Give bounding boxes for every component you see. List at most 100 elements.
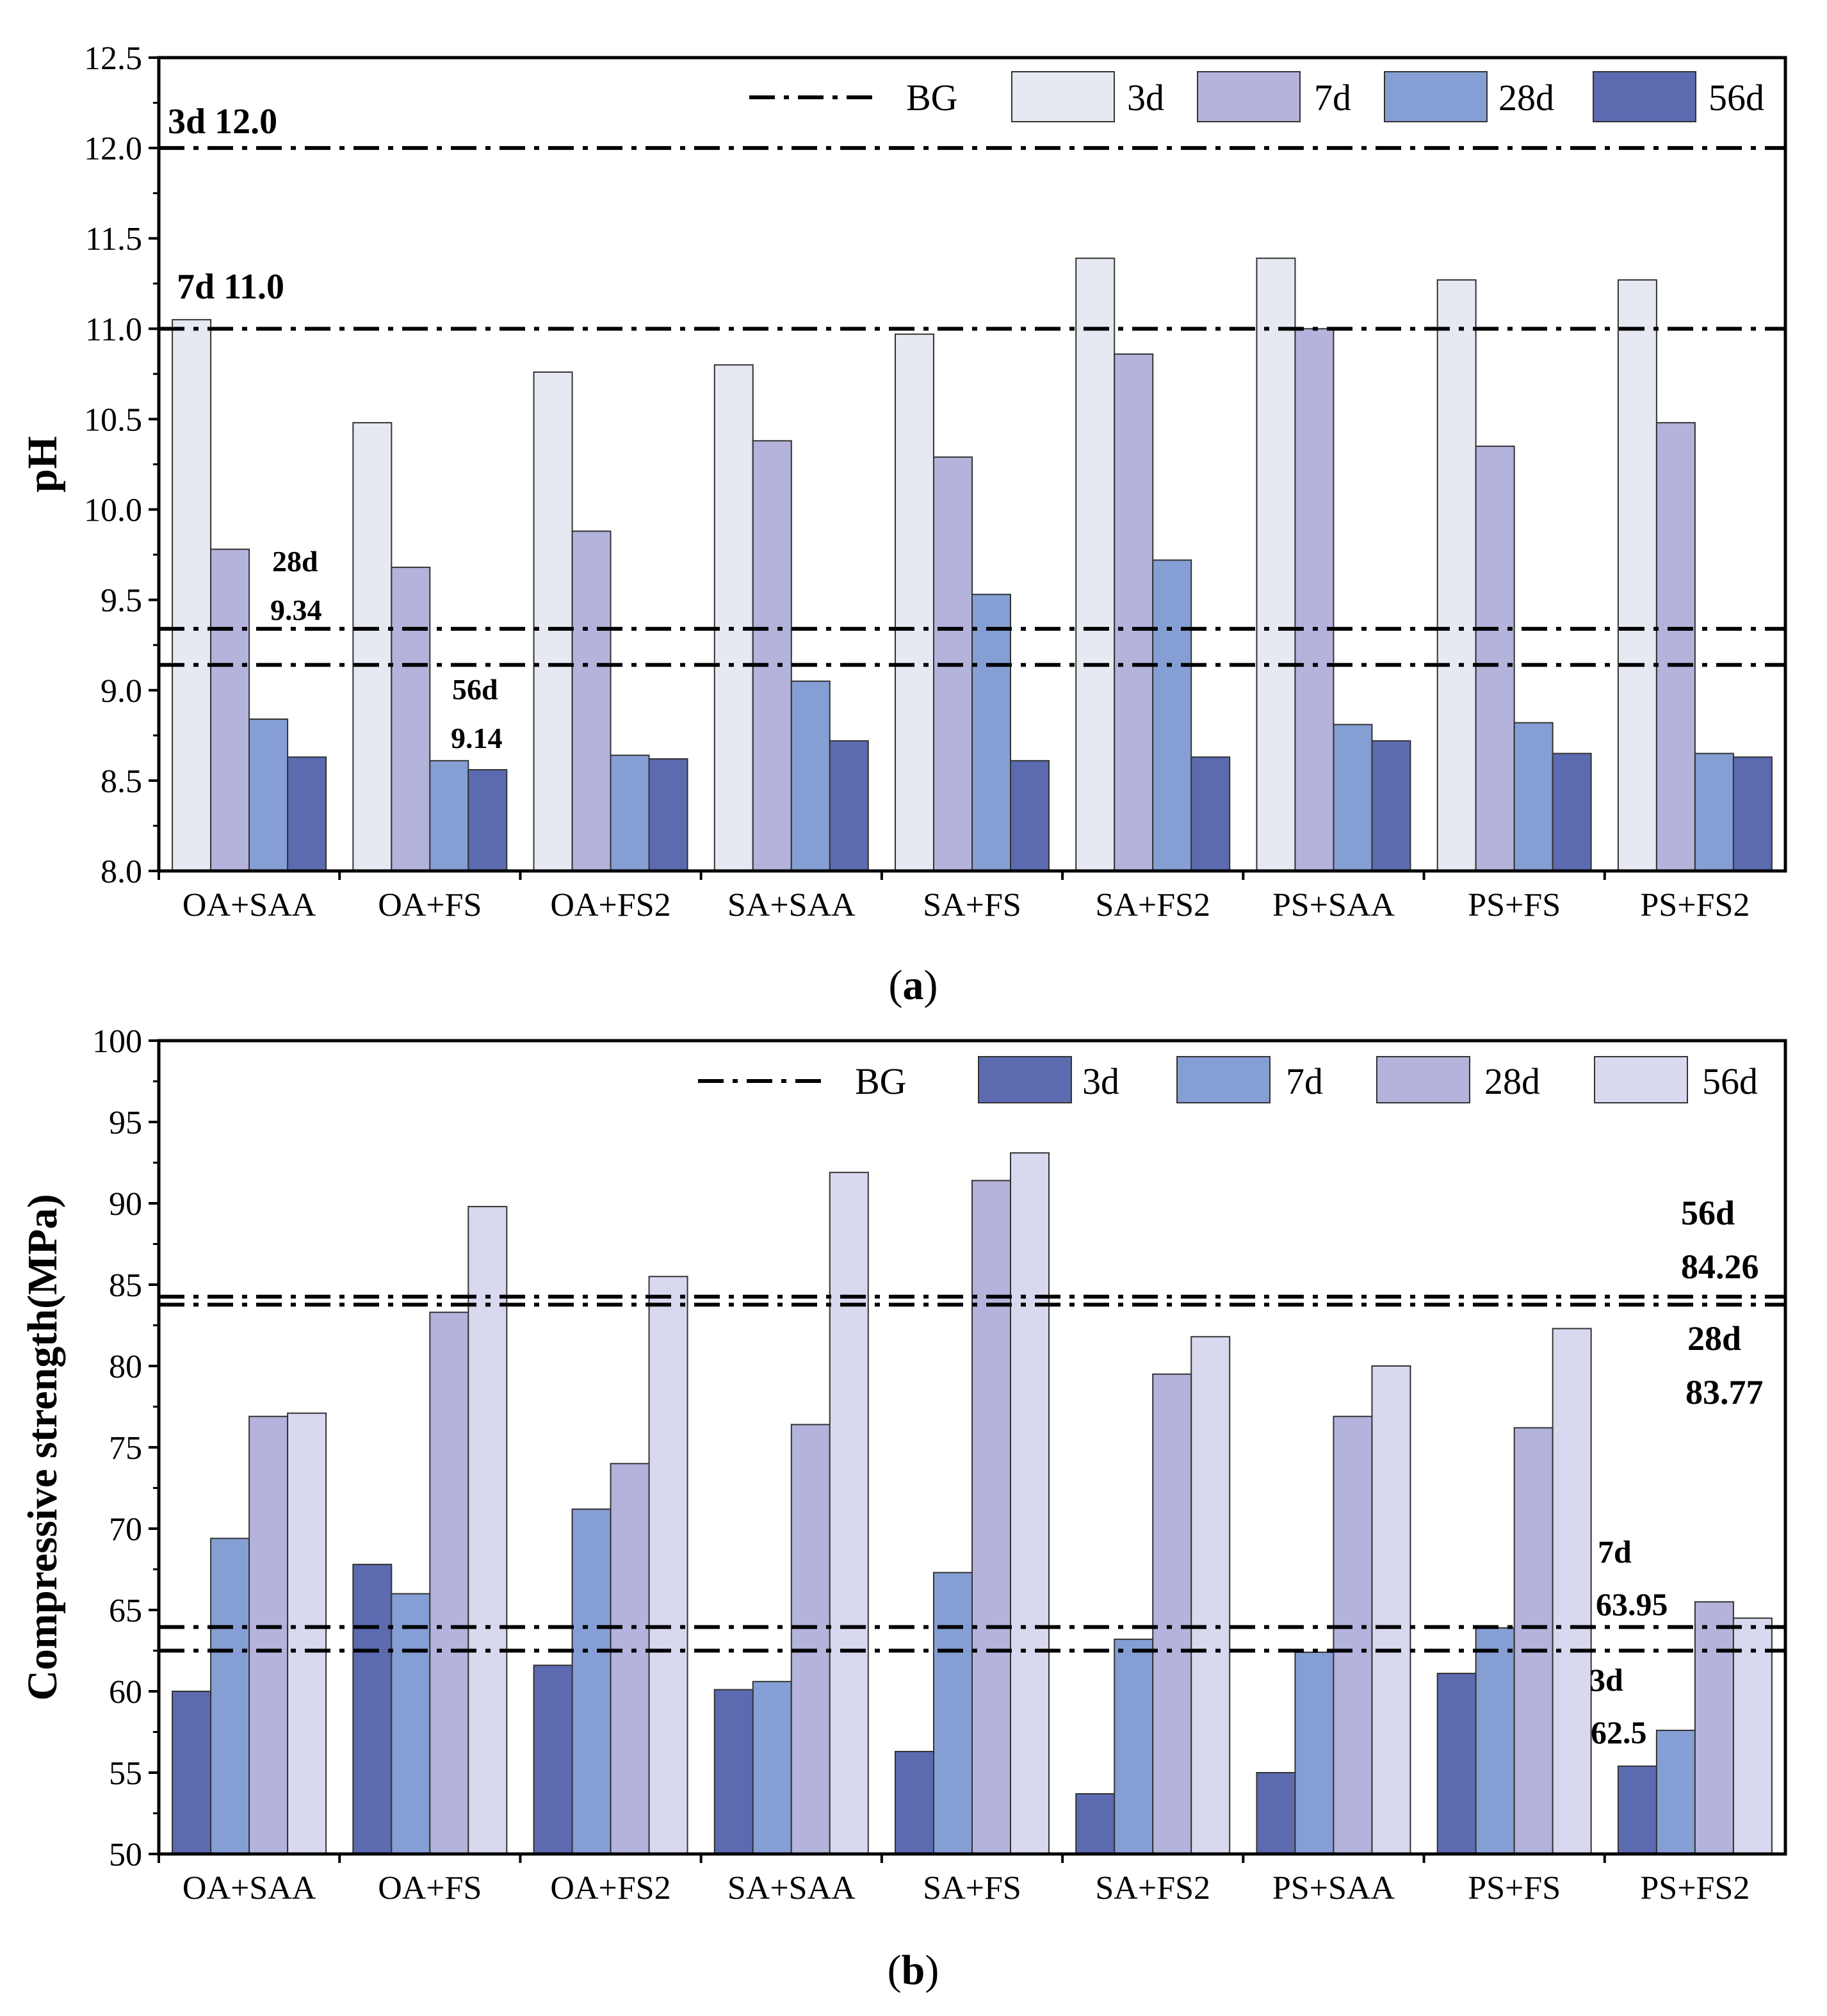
bar-3d-sa-fs: [895, 1750, 934, 1855]
y-tick-label: 12.5: [84, 40, 142, 77]
bar-3d-oa-saa: [172, 319, 212, 872]
bar-3d-ps-fs: [1436, 279, 1477, 872]
bar-56d-oa-fs: [467, 1206, 508, 1855]
legend-label-56d: 56d: [1709, 77, 1764, 118]
bar-3d-oa-fs2: [533, 1664, 573, 1855]
bar-3d-ps-fs2: [1617, 1765, 1657, 1855]
panel-b-x-axis: OA+SAA OA+FS OA+FS2 SA+SAA SA+FS SA+FS2 PS+SAA…: [158, 1854, 1750, 1906]
bar-7d-oa-fs: [391, 566, 431, 872]
bar-28d-oa-fs: [429, 760, 469, 872]
bar-7d-sa-saa: [752, 440, 792, 872]
legend-label-56d: 56d: [1702, 1061, 1758, 1102]
bar-7d-ps-fs: [1475, 1627, 1515, 1855]
legend-swatch-28d: [1376, 1056, 1470, 1103]
bar-56d-oa-saa: [287, 1412, 327, 1855]
bar-56d-oa-fs: [467, 768, 508, 872]
x-tick-label: PS+FS: [1468, 887, 1561, 923]
bar-56d-oa-fs2: [648, 758, 688, 872]
bar-3d-ps-fs: [1436, 1673, 1477, 1855]
bar-7d-sa-fs2: [1114, 1638, 1154, 1855]
bar-28d-oa-fs2: [610, 754, 650, 872]
y-tick-label: 11.5: [85, 221, 142, 257]
legend-swatch-56d: [1593, 71, 1696, 122]
bar-28d-oa-saa: [248, 1415, 289, 1855]
y-tick-label: 75: [109, 1430, 142, 1467]
x-tick-label: PS+FS2: [1640, 887, 1750, 923]
bar-3d-sa-saa: [713, 1689, 754, 1855]
y-tick-label: 60: [109, 1674, 142, 1711]
x-tick-label: SA+SAA: [727, 1870, 856, 1906]
panel-a-label: (a): [889, 962, 938, 1009]
annotation-3d-label: 3d: [1589, 1662, 1623, 1698]
bar-56d-ps-fs: [1552, 1328, 1592, 1855]
annotation-56d-label: 56d: [452, 673, 498, 706]
bar-28d-ps-saa: [1333, 724, 1373, 872]
panel-a-ph-chart: 8.0 8.5 9.0 9.5 10.0 10.5 11.0 11.5 12.0 12.5 OA+…: [19, 40, 1787, 1009]
bar-3d-sa-fs2: [1075, 257, 1116, 872]
bar-28d-sa-fs2: [1152, 1373, 1192, 1855]
panel-a-x-axis: OA+SAA OA+FS OA+FS2 SA+SAA SA+FS SA+FS2 PS+SAA…: [158, 871, 1750, 923]
legend-swatch-7d: [1197, 71, 1301, 122]
legend-label-7d: 7d: [1286, 1061, 1323, 1102]
bar-56d-sa-fs: [1010, 760, 1050, 872]
x-tick-label: OA+FS2: [550, 1870, 670, 1906]
annotation-28d-label: 28d: [1687, 1319, 1741, 1358]
bar-3d-oa-fs: [352, 422, 393, 872]
bar-3d-oa-fs: [352, 1563, 393, 1855]
y-tick-label: 8.0: [101, 854, 142, 890]
bar-28d-ps-fs2: [1694, 752, 1734, 872]
legend-label-3d: 3d: [1082, 1061, 1119, 1102]
bar-56d-oa-fs2: [648, 1276, 688, 1855]
panel-a-y-axis-title: pH: [19, 436, 66, 492]
y-tick-label: 80: [109, 1349, 142, 1385]
bar-56d-sa-fs: [1010, 1152, 1050, 1855]
legend-swatch-3d: [978, 1056, 1072, 1103]
panel-b-legend: BG 3d 7d 28d 56d: [698, 1056, 1758, 1103]
x-tick-label: SA+FS: [923, 1870, 1021, 1906]
bar-28d-ps-fs: [1513, 1427, 1554, 1855]
bar-28d-ps-fs2: [1694, 1601, 1734, 1855]
annotation-7d-baseline: 7d 11.0: [177, 267, 284, 307]
y-tick-label: 50: [109, 1837, 142, 1873]
bar-7d-sa-saa: [752, 1680, 792, 1855]
bar-3d-ps-fs2: [1617, 279, 1657, 872]
bar-7d-oa-fs2: [571, 530, 612, 872]
bar-3d-sa-fs: [895, 333, 934, 872]
panel-b-y-axis-title: Compressive strength(MPa): [19, 1194, 66, 1700]
legend-bg-label: BG: [906, 77, 958, 118]
panel-b-label: (b): [888, 1947, 939, 1994]
bar-56d-ps-fs: [1552, 752, 1592, 872]
panel-b-y-axis: 50 55 60 65 70 75 80 85 90 95 100: [92, 1023, 159, 1873]
bar-3d-sa-saa: [713, 364, 754, 872]
annotation-28d-value: 83.77: [1685, 1373, 1764, 1411]
x-tick-label: OA+FS: [378, 1870, 482, 1906]
y-tick-label: 55: [109, 1755, 142, 1792]
bar-7d-ps-fs2: [1655, 1729, 1696, 1855]
y-tick-label: 100: [92, 1023, 142, 1060]
y-tick-label: 10.5: [84, 402, 142, 438]
bar-56d-oa-saa: [287, 756, 327, 872]
bar-28d-sa-fs2: [1152, 559, 1192, 872]
legend-swatch-56d: [1594, 1056, 1688, 1103]
y-tick-label: 9.0: [101, 673, 142, 710]
x-tick-label: PS+FS: [1468, 1870, 1561, 1906]
annotation-3d-value: 62.5: [1591, 1714, 1647, 1750]
bar-56d-ps-saa: [1371, 1365, 1411, 1855]
annotation-56d-value: 84.26: [1681, 1248, 1759, 1286]
x-tick-label: OA+FS: [378, 887, 482, 923]
bar-28d-oa-fs: [429, 1312, 469, 1855]
annotation-7d-label: 7d: [1598, 1534, 1632, 1570]
bar-28d-oa-fs2: [610, 1463, 650, 1855]
bar-7d-ps-saa: [1294, 1652, 1335, 1855]
legend-swatch-28d: [1384, 71, 1488, 122]
bar-28d-oa-saa: [248, 718, 289, 872]
legend-bg-label: BG: [855, 1061, 907, 1102]
y-tick-label: 85: [109, 1267, 142, 1304]
panel-b-bars: [172, 1152, 1773, 1855]
bar-56d-ps-fs2: [1732, 1617, 1773, 1855]
y-tick-label: 12.0: [84, 131, 142, 167]
legend-swatch-3d: [1011, 71, 1115, 122]
bar-56d-sa-fs2: [1190, 1336, 1231, 1855]
panel-a-bars: [172, 257, 1773, 872]
